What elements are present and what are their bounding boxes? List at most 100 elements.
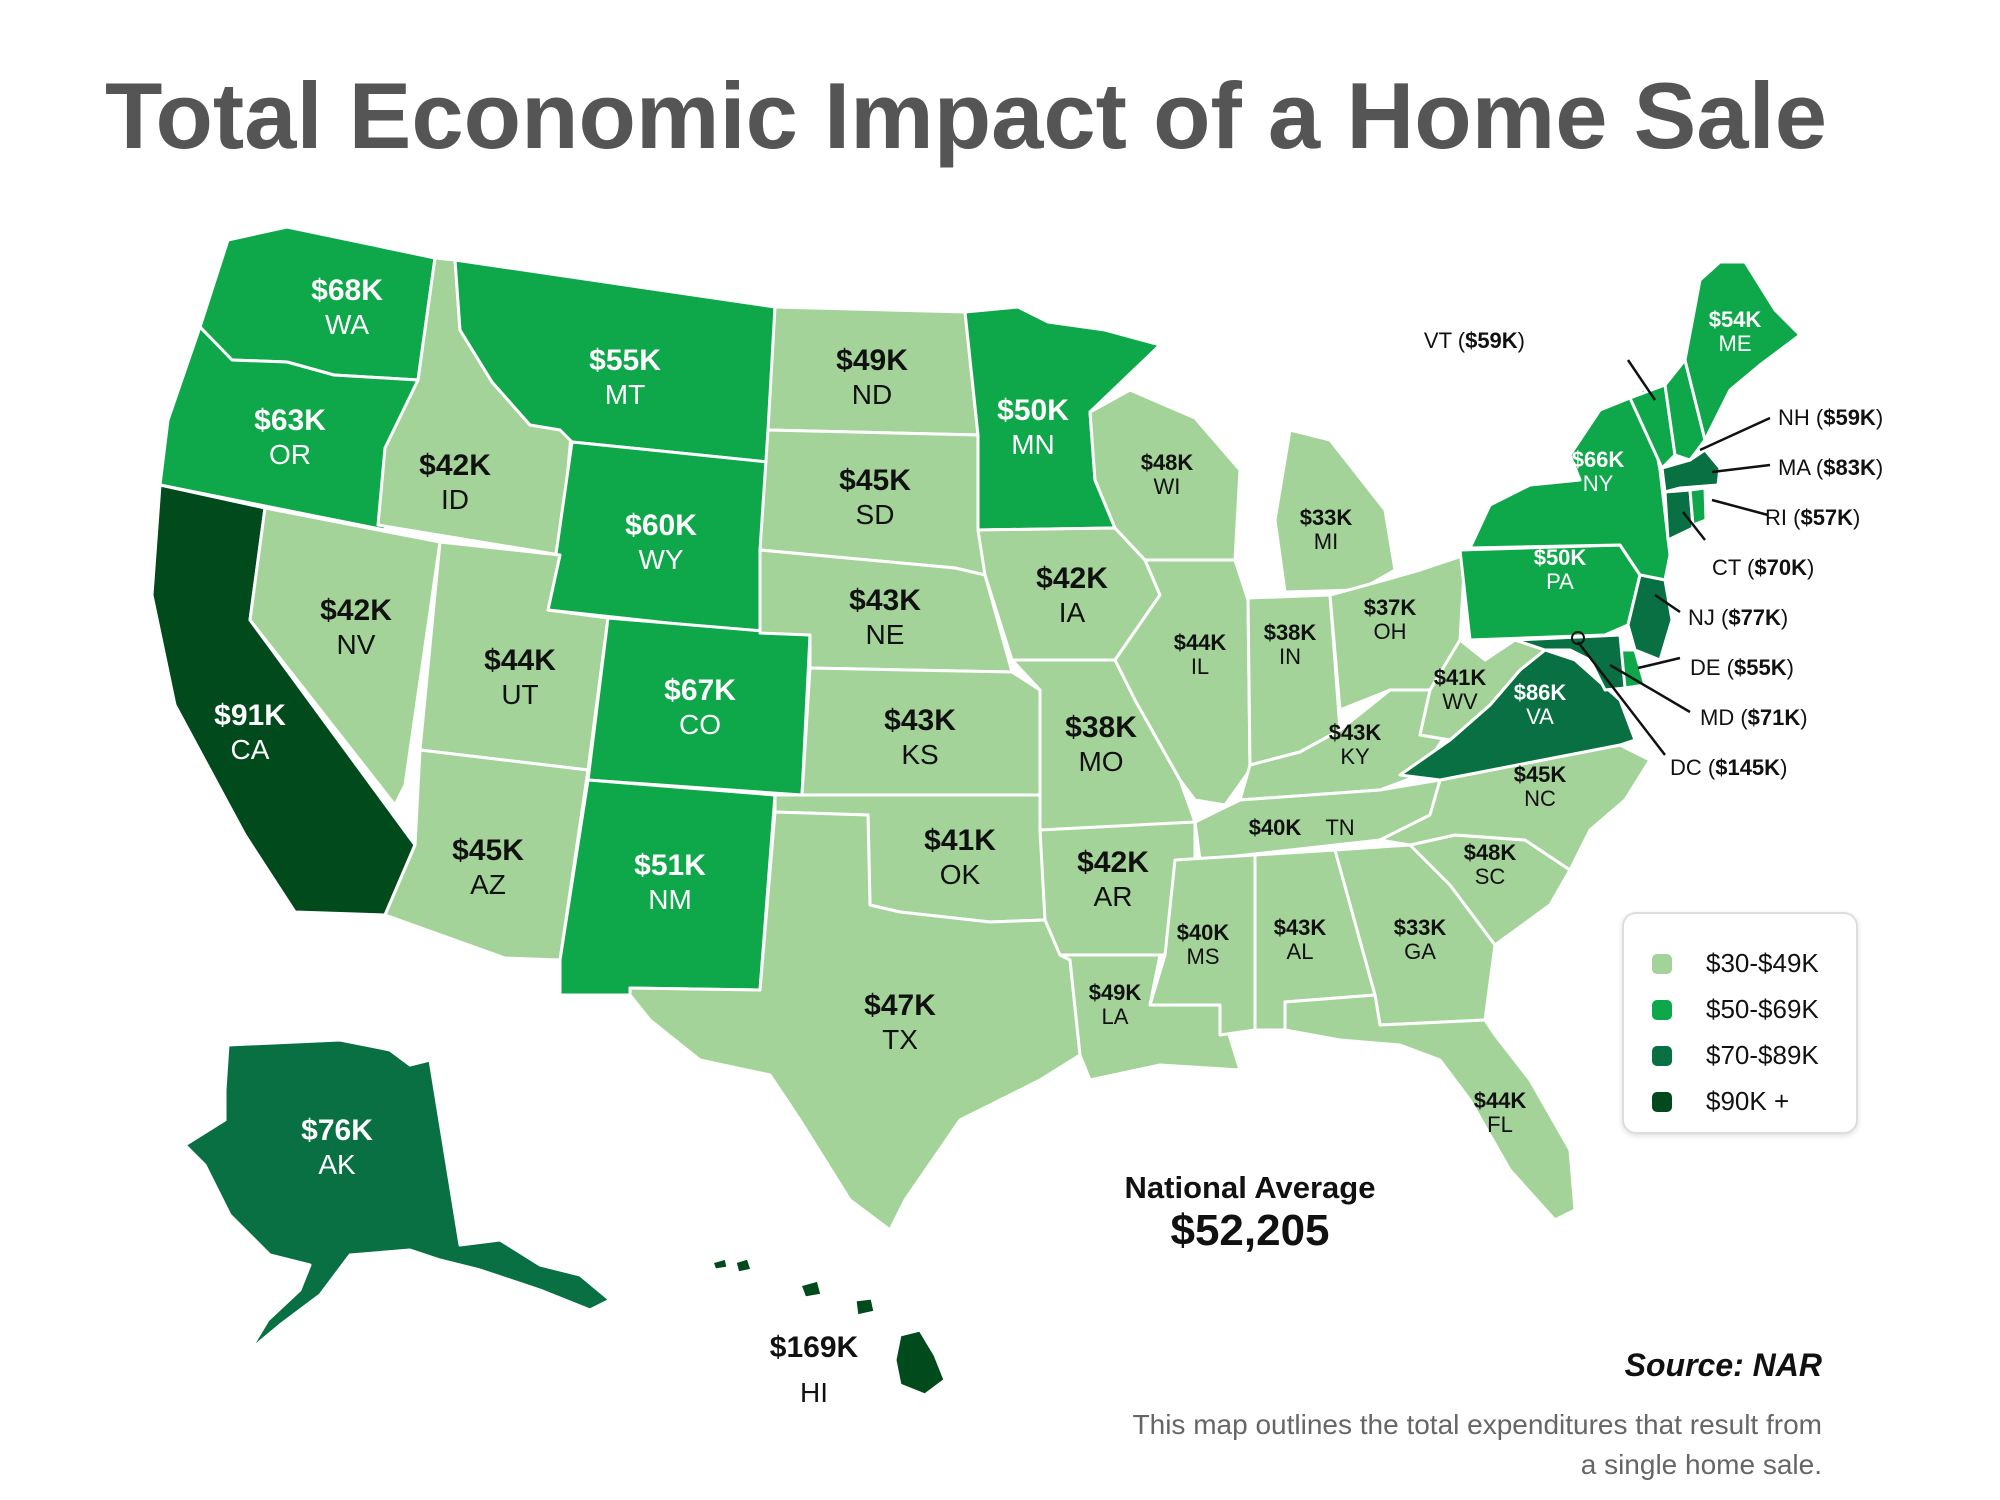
state-abbr-SC: SC: [1475, 864, 1506, 889]
state-value-AL: $43K: [1274, 915, 1327, 940]
national-average-label: National Average: [1124, 1170, 1376, 1205]
state-MI: [1273, 428, 1397, 594]
state-abbr-CO: CO: [679, 709, 721, 740]
state-LA: [1058, 953, 1242, 1082]
state-value-HI: $169K: [770, 1331, 859, 1364]
legend-item: $50-$69K: [1652, 994, 1819, 1025]
callout-NH: NH ($59K): [1778, 405, 1883, 430]
state-value-IN: $38K: [1264, 620, 1317, 645]
state-NV: [248, 506, 442, 807]
state-value-KS: $43K: [884, 704, 956, 737]
legend-label: $50-$69K: [1706, 994, 1819, 1024]
legend: $30-$49K $50-$69K $70-$89K $90K +: [1622, 912, 1858, 1134]
state-value-VA: $86K: [1514, 680, 1567, 705]
state-value-WA: $68K: [311, 274, 383, 307]
legend-swatch: [1652, 953, 1672, 974]
state-value-GA: $33K: [1394, 915, 1447, 940]
state-value-FL: $44K: [1474, 1088, 1527, 1113]
state-IL: [1113, 558, 1252, 807]
callout-DE: DE ($55K): [1690, 655, 1794, 680]
state-abbr-OK: OK: [940, 859, 981, 890]
state-value-PA: $50K: [1534, 545, 1587, 570]
state-abbr-MI: MI: [1314, 529, 1338, 554]
state-abbr-SD: SD: [856, 499, 895, 530]
state-abbr-CA: CA: [231, 734, 270, 765]
legend-swatch: [1652, 999, 1672, 1020]
callout-CT: CT ($70K): [1712, 555, 1814, 580]
state-value-OK: $41K: [924, 824, 996, 857]
state-abbr-PA: PA: [1546, 569, 1574, 594]
state-value-MT: $55K: [589, 344, 661, 377]
state-value-MO: $38K: [1065, 711, 1137, 744]
national-average: National Average $52,205: [1050, 1170, 1450, 1256]
legend-item: $30-$49K: [1652, 948, 1819, 979]
state-value-TN: $40K: [1249, 815, 1302, 840]
state-value-ID: $42K: [419, 449, 491, 482]
state-abbr-IL: IL: [1191, 654, 1209, 679]
callout-MD: MD ($71K): [1700, 705, 1808, 730]
state-abbr-MN: MN: [1011, 429, 1055, 460]
state-value-MS: $40K: [1177, 920, 1230, 945]
state-abbr-AK: AK: [318, 1149, 356, 1180]
legend-label: $70-$89K: [1706, 1040, 1819, 1070]
state-abbr-ME: ME: [1719, 331, 1752, 356]
callout-NJ: NJ ($77K): [1688, 605, 1788, 630]
state-abbr-HI: HI: [800, 1377, 828, 1408]
state-abbr-TX: TX: [882, 1024, 918, 1055]
callout-RI: RI ($57K): [1765, 505, 1860, 530]
state-value-NY: $66K: [1572, 447, 1625, 472]
state-abbr-MT: MT: [605, 379, 645, 410]
state-abbr-IA: IA: [1059, 597, 1086, 628]
state-WV: [1418, 638, 1547, 742]
state-NJ: [1626, 573, 1674, 662]
state-abbr-MS: MS: [1187, 944, 1220, 969]
state-abbr-NE: NE: [866, 619, 905, 650]
state-value-OR: $63K: [254, 404, 326, 437]
state-abbr-AZ: AZ: [470, 869, 506, 900]
state-value-NE: $43K: [849, 584, 921, 617]
state-value-SC: $48K: [1464, 840, 1517, 865]
state-abbr-IN: IN: [1279, 644, 1301, 669]
state-value-OH: $37K: [1364, 595, 1417, 620]
legend-label: $90K +: [1706, 1086, 1790, 1116]
state-value-TX: $47K: [864, 989, 936, 1022]
state-value-AR: $42K: [1077, 846, 1149, 879]
state-value-NC: $45K: [1514, 762, 1567, 787]
state-abbr-UT: UT: [501, 679, 538, 710]
state-MD: [1513, 633, 1627, 692]
legend-item: $70-$89K: [1652, 1040, 1819, 1071]
state-abbr-AL: AL: [1287, 939, 1314, 964]
state-value-NV: $42K: [320, 594, 392, 627]
state-abbr-OR: OR: [269, 439, 311, 470]
state-value-MN: $50K: [997, 394, 1069, 427]
state-abbr-NY: NY: [1583, 471, 1614, 496]
callout-VT: VT ($59K): [1424, 328, 1525, 353]
state-abbr-LA: LA: [1102, 1004, 1129, 1029]
state-NH: [1663, 358, 1707, 462]
state-value-WV: $41K: [1434, 665, 1487, 690]
state-abbr-AR: AR: [1094, 881, 1133, 912]
state-HI: [710, 1256, 947, 1397]
state-abbr-WI: WI: [1154, 474, 1181, 499]
state-abbr-NC: NC: [1524, 786, 1556, 811]
state-value-IA: $42K: [1036, 562, 1108, 595]
state-abbr-WA: WA: [325, 309, 369, 340]
state-abbr-FL: FL: [1487, 1112, 1513, 1137]
state-abbr-OH: OH: [1374, 619, 1407, 644]
state-abbr-KY: KY: [1340, 744, 1370, 769]
legend-swatch: [1652, 1045, 1672, 1066]
state-value-UT: $44K: [484, 644, 556, 677]
state-value-IL: $44K: [1174, 630, 1227, 655]
state-AK: [183, 1038, 612, 1352]
state-CT: [1663, 488, 1695, 542]
state-value-SD: $45K: [839, 464, 911, 497]
state-value-CO: $67K: [664, 674, 736, 707]
state-abbr-KS: KS: [901, 739, 938, 770]
state-value-NM: $51K: [634, 849, 706, 882]
state-abbr-ID: ID: [441, 484, 469, 515]
state-value-ME: $54K: [1709, 307, 1762, 332]
state-FL: [1283, 993, 1577, 1222]
state-value-WI: $48K: [1141, 450, 1194, 475]
callout-MA: MA ($83K): [1778, 455, 1883, 480]
